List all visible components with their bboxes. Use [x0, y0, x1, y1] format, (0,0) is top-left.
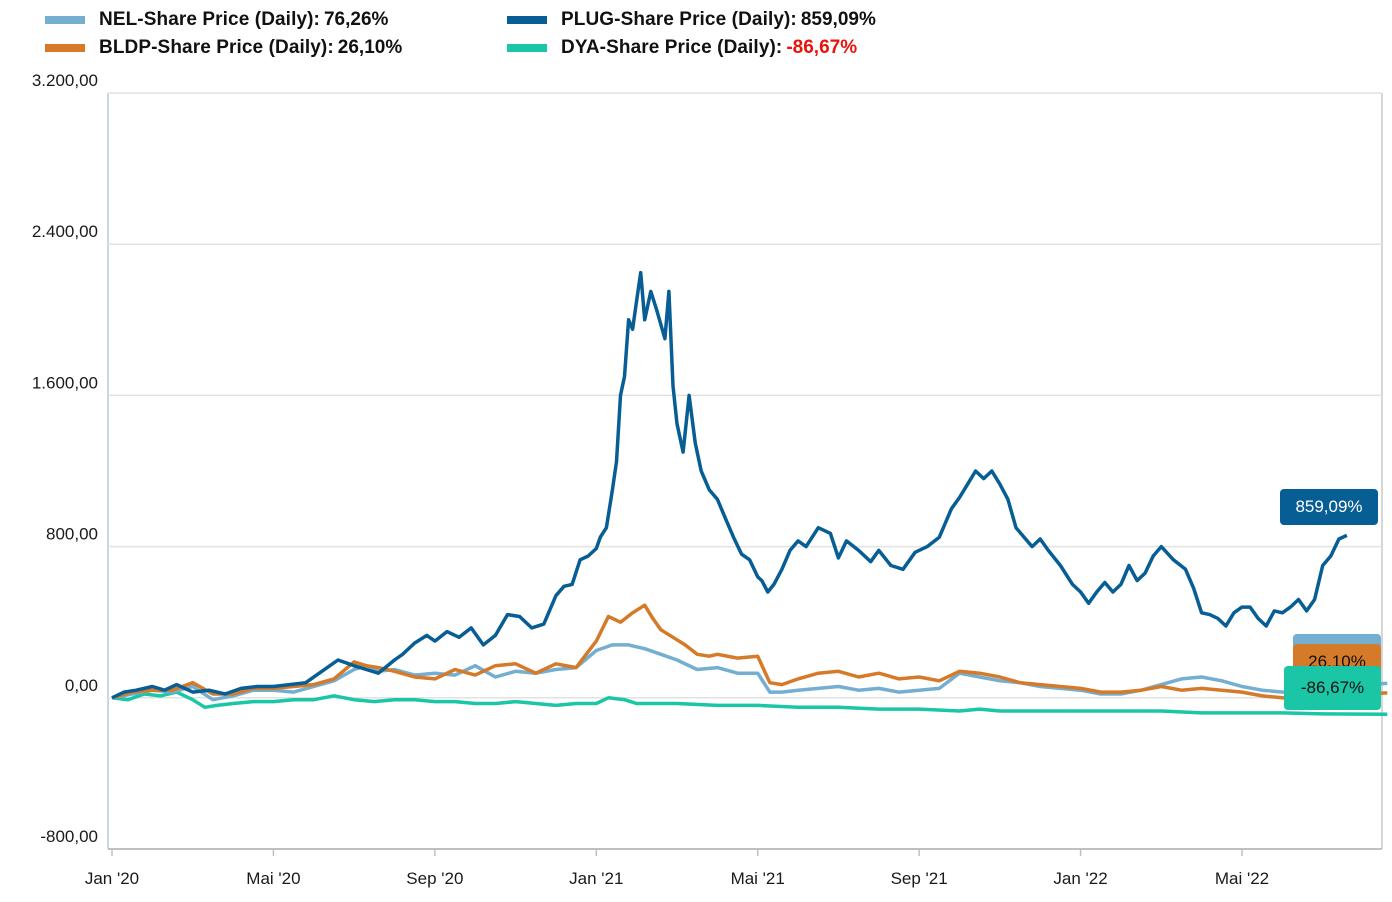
y-tick-label: 1.600,00: [32, 373, 98, 392]
x-tick-label: Sep '20: [406, 869, 463, 888]
legend-label-nel: NEL-Share Price (Daily):: [99, 9, 320, 30]
legend-swatch-dya: [507, 44, 547, 52]
series-line-dya[interactable]: [111, 690, 1388, 716]
legend-item-nel[interactable]: NEL-Share Price (Daily): 76,26%: [45, 9, 388, 31]
y-tick-label: 2.400,00: [32, 222, 98, 241]
chart-legend: NEL-Share Price (Daily): 76,26% BLDP-Sha…: [0, 6, 1392, 66]
end-label-plug: 859,09%: [1280, 489, 1378, 525]
legend-value-dya: -86,67%: [786, 37, 858, 58]
legend-value-bldp: 26,10%: [337, 37, 403, 58]
x-tick-label: Jan '22: [1053, 869, 1107, 888]
legend-label-bldp: BLDP-Share Price (Daily):: [99, 37, 334, 58]
x-tick-label: Mai '20: [246, 869, 300, 888]
legend-item-plug[interactable]: PLUG-Share Price (Daily): 859,09%: [507, 9, 876, 31]
grid-lines: [107, 92, 1383, 850]
legend-label-plug: PLUG-Share Price (Daily):: [561, 9, 797, 30]
legend-swatch-plug: [507, 16, 547, 24]
x-tick-label: Jan '20: [85, 869, 139, 888]
series-line-plug[interactable]: [111, 270, 1348, 700]
y-tick-label: 800,00: [46, 525, 98, 544]
x-tick-label: Mai '21: [731, 869, 785, 888]
end-label-dya: -86,67%: [1284, 666, 1381, 710]
legend-label-dya: DYA-Share Price (Daily):: [561, 37, 783, 58]
legend-value-plug: 859,09%: [800, 9, 876, 30]
legend-item-dya[interactable]: DYA-Share Price (Daily): -86,67%: [507, 37, 857, 59]
y-axis: -800,00 0,00 800,00 1.600,00 2.400,00 3.200,0…: [32, 71, 98, 846]
legend-swatch-bldp: [45, 44, 85, 52]
series-lines: [111, 270, 1388, 716]
y-tick-label: 3.200,00: [32, 71, 98, 90]
series-line-nel[interactable]: [111, 643, 1388, 702]
x-tick-label: Jan '21: [569, 869, 623, 888]
y-tick-label: 0,00: [65, 676, 98, 695]
x-tick-label: Mai '22: [1215, 869, 1269, 888]
y-tick-label: -800,00: [40, 827, 98, 846]
x-axis: Jan '20 Mai '20 Sep '20 Jan '21 Mai '21 Sep '…: [85, 849, 1269, 888]
legend-value-nel: 76,26%: [323, 9, 389, 30]
legend-swatch-nel: [45, 16, 85, 24]
series-line-bldp[interactable]: [111, 603, 1388, 702]
x-tick-label: Sep '21: [891, 869, 948, 888]
legend-item-bldp[interactable]: BLDP-Share Price (Daily): 26,10%: [45, 37, 402, 59]
